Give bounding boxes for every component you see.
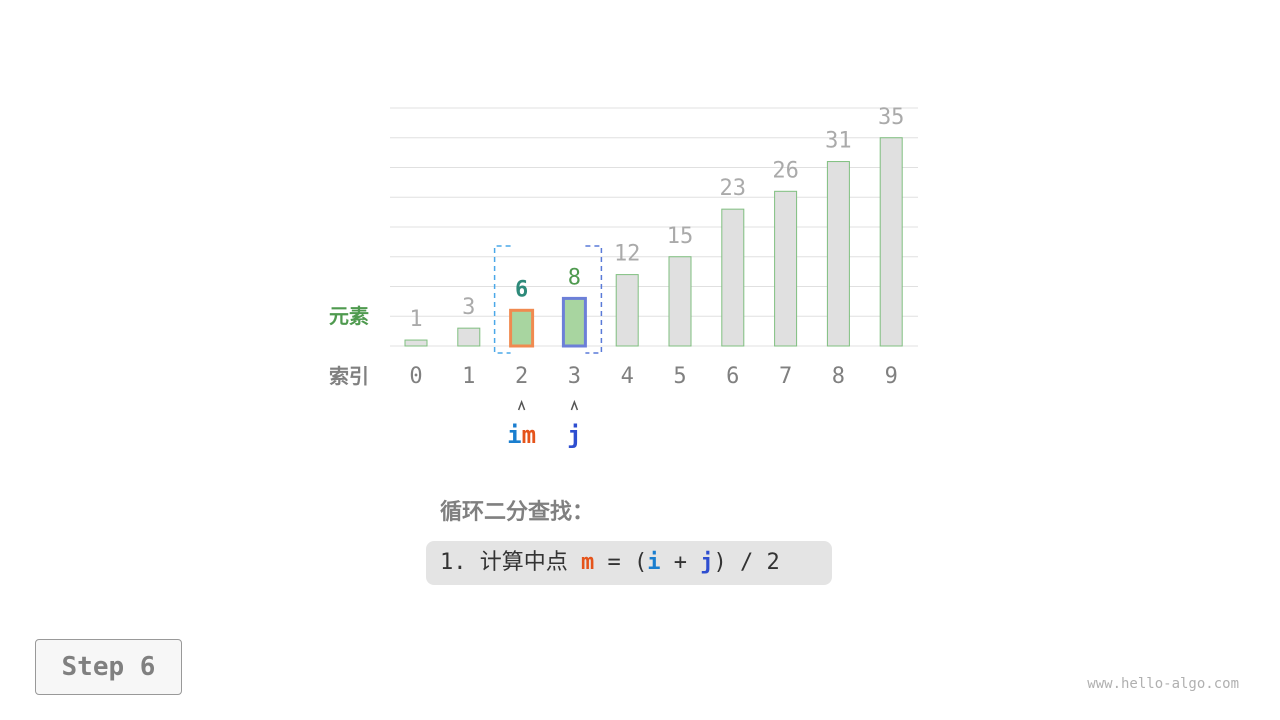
bar: [774, 190, 798, 347]
pointer-m: m: [522, 421, 536, 449]
step-button[interactable]: Step 6: [35, 639, 182, 695]
bar-value-label: 15: [667, 224, 694, 249]
pointer-j: j: [567, 421, 581, 449]
bar-value-label: 8: [568, 265, 581, 290]
section-title: 循环二分查找：: [440, 500, 595, 525]
formula-eq: = (: [594, 550, 648, 575]
bar-value-label: 12: [614, 242, 641, 267]
index-label: 3: [568, 364, 581, 389]
index-label: 8: [832, 364, 845, 389]
bar: [721, 208, 745, 347]
bar: [561, 296, 587, 348]
bar-value-label: 23: [720, 176, 747, 201]
index-label: 9: [885, 364, 898, 389]
formula-plus: +: [660, 550, 701, 575]
pointer-label: j: [567, 421, 581, 449]
index-label: 5: [673, 364, 686, 389]
index-label: 0: [409, 364, 422, 389]
pointer-label: im: [507, 421, 536, 449]
bar: [826, 161, 850, 347]
bar-value-label: 6: [515, 277, 528, 302]
search-range-left-bracket: [493, 245, 511, 354]
bar: [509, 308, 535, 348]
search-range-right-bracket: [585, 245, 603, 354]
formula-box: 1. 计算中点 m = (i + j) / 2: [426, 541, 832, 585]
bar: [404, 339, 428, 347]
bar: [615, 274, 639, 347]
bar-value-label: 35: [878, 105, 905, 130]
bar-value-label: 1: [409, 307, 422, 332]
index-label: 7: [779, 364, 792, 389]
pointer-i: i: [507, 421, 521, 449]
index-label: 2: [515, 364, 528, 389]
formula-j: j: [700, 550, 714, 575]
bar-value-label: 26: [772, 158, 799, 183]
index-row-label: 索引: [329, 364, 369, 388]
formula-m: m: [580, 550, 595, 575]
formula-suffix: ) / 2: [713, 550, 780, 575]
bar: [879, 137, 903, 347]
pointer-arrow-icon: [517, 399, 526, 411]
watermark: www.hello-algo.com: [1087, 676, 1239, 692]
bar-value-label: 3: [462, 295, 475, 320]
bar: [668, 256, 692, 347]
index-label: 4: [621, 364, 634, 389]
bar: [457, 327, 481, 347]
index-label: 6: [726, 364, 739, 389]
bar-value-label: 31: [825, 129, 852, 154]
formula-i: i: [647, 550, 661, 575]
pointer-arrow-icon: [570, 399, 579, 411]
formula-prefix: 1. 计算中点: [440, 550, 581, 575]
value-row-label: 元素: [329, 304, 369, 328]
index-label: 1: [462, 364, 475, 389]
